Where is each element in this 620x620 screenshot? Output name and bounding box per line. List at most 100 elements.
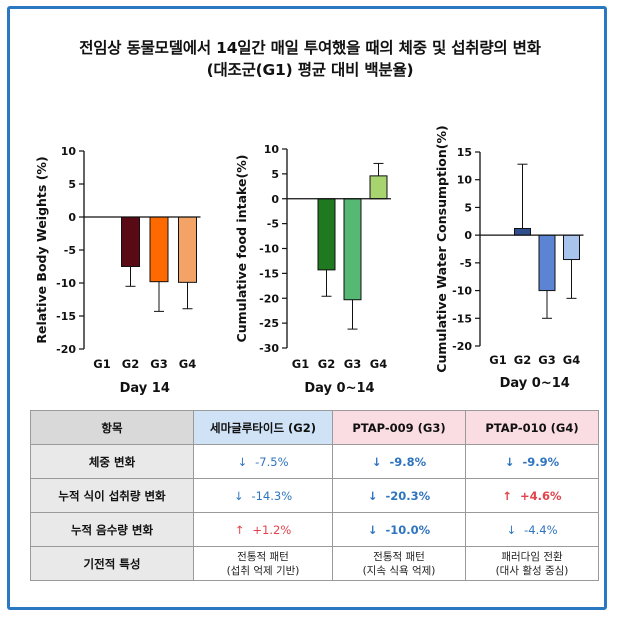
table-row: 체중 변화 ↓ -7.5% ↓ -9.8% ↓ -9.9% xyxy=(30,444,599,479)
chart1-ytick-label: -5 xyxy=(64,244,76,257)
chart3-ytick-label: 10 xyxy=(457,174,473,187)
chart1-category-label: G4 xyxy=(179,357,196,371)
chart2-category-label: G2 xyxy=(318,357,335,371)
chart1-bar-G4 xyxy=(178,216,197,283)
table-cell: 전통적 패턴 (섭취 억제 기반) xyxy=(193,546,333,581)
chart2-ytick-label: -10 xyxy=(259,243,279,256)
header-item: 항목 xyxy=(30,410,194,445)
chart2-ytick-label: 0 xyxy=(271,193,279,206)
table-cell: ↓ -20.3% xyxy=(332,478,466,513)
chart3-ytick-label: 15 xyxy=(457,146,472,159)
chart2-category-label: G3 xyxy=(344,357,361,371)
chart2-category-label: G4 xyxy=(370,357,387,371)
table-header-row: 항목 세마글루타이드 (G2) PTAP-009 (G3) PTAP-010 (… xyxy=(30,410,599,445)
cell-value: +4.6% xyxy=(520,488,562,503)
table-cell: ↓ -10.0% xyxy=(332,512,466,547)
table-cell: ↓ -9.8% xyxy=(332,444,466,479)
mechanism-line2: (대사 활성 중심) xyxy=(495,564,569,577)
cell-value: -10.0% xyxy=(385,522,431,537)
chart1-category-label: G2 xyxy=(122,357,139,371)
figure-subtitle: (대조군(G1) 평균 대비 백분율) xyxy=(206,61,414,79)
cell-value: -9.8% xyxy=(389,454,427,469)
chart1-category-label: G1 xyxy=(93,357,110,371)
row-label: 누적 식이 섭취량 변화 xyxy=(30,478,194,513)
cell-value: -9.9% xyxy=(522,454,560,469)
arrow-down-icon: ↓ xyxy=(237,454,248,469)
charts-area: 10 5 0 -5 -10 -15 -20 G1 G2 G3 G4 Relative Body Wei… xyxy=(34,125,584,396)
chart2-bar-G2 xyxy=(317,198,336,271)
chart3-category-label: G3 xyxy=(538,353,555,367)
cell-value: -7.5% xyxy=(255,454,289,469)
row-label: 체중 변화 xyxy=(30,444,194,479)
chart3-ytick-label: 0 xyxy=(464,229,472,242)
mechanism-line1: 패러다임 전환 xyxy=(501,550,563,563)
table-cell: ↑ +4.6% xyxy=(465,478,599,513)
chart1-bar-G2 xyxy=(121,216,140,267)
chart1-ytick-label: -15 xyxy=(56,310,76,323)
chart1-ytick-label: 10 xyxy=(61,145,77,158)
table-cell: ↑ +1.2% xyxy=(193,512,333,547)
mechanism-line2: (섭취 억제 기반) xyxy=(226,564,300,577)
chart1-ytick-label: -20 xyxy=(56,343,76,356)
arrow-down-icon: ↓ xyxy=(504,454,515,469)
chart3-bar-G4 xyxy=(563,234,580,261)
chart3-ytick-label: -15 xyxy=(452,312,472,325)
chart2-ytick-label: -5 xyxy=(267,218,279,231)
arrow-up-icon: ↑ xyxy=(502,488,513,503)
chart1-ytick-label: -10 xyxy=(56,277,76,290)
chart2-ytick-label: -20 xyxy=(259,292,279,305)
chart3-ytick-label: -10 xyxy=(452,285,472,298)
chart3-category-label: G1 xyxy=(489,353,506,367)
chart2-x-axis-label: Day 0~14 xyxy=(304,381,374,396)
chart2-ytick-label: -15 xyxy=(259,267,279,280)
arrow-up-icon: ↑ xyxy=(234,522,245,537)
arrow-down-icon: ↓ xyxy=(506,522,517,537)
chart1-category-label: G3 xyxy=(150,357,167,371)
chart2-ytick-label: -25 xyxy=(259,317,279,330)
mechanism-text: 패러다임 전환 (대사 활성 중심) xyxy=(470,550,594,578)
figure-title: 전임상 동물모델에서 14일간 매일 투여했을 때의 체중 및 섭취량의 변화 xyxy=(79,39,541,57)
table-cell: ↓ -7.5% xyxy=(193,444,333,479)
chart3-y-axis-label: Cumulative Water Consumption(%) xyxy=(434,125,449,372)
cell-value: -20.3% xyxy=(385,488,431,503)
chart2-ytick-label: -30 xyxy=(259,342,279,355)
table-row: 누적 식이 섭취량 변화 ↓ -14.3% ↓ -20.3% ↑ +4.6% xyxy=(30,478,599,513)
table-cell: 전통적 패턴 (지속 식욕 억제) xyxy=(332,546,466,581)
chart2-y-axis-label: Cumulative food intake(%) xyxy=(234,155,249,343)
chart2-bar-G3 xyxy=(343,198,362,301)
chart1-x-axis-label: Day 14 xyxy=(120,381,170,396)
chart3-bar-G3 xyxy=(538,234,556,292)
header-g3: PTAP-009 (G3) xyxy=(332,410,466,445)
chart1-ytick-label: 5 xyxy=(68,178,76,191)
chart1-bar-G3 xyxy=(149,216,169,283)
mechanism-line1: 전통적 패턴 xyxy=(237,550,289,563)
mechanism-text: 전통적 패턴 (지속 식욕 억제) xyxy=(337,550,461,578)
mechanism-line2: (지속 식욕 억제) xyxy=(362,564,436,577)
chart1-y-axis-label: Relative Body Weights (%) xyxy=(34,156,49,343)
arrow-down-icon: ↓ xyxy=(367,522,378,537)
chart1-ytick-label: 0 xyxy=(68,211,76,224)
comparison-table: 항목 세마글루타이드 (G2) PTAP-009 (G3) PTAP-010 (… xyxy=(30,410,599,581)
chart3-ytick-label: 5 xyxy=(464,201,472,214)
row-label: 누적 음수량 변화 xyxy=(30,512,194,547)
table-cell: 패러다임 전환 (대사 활성 중심) xyxy=(465,546,599,581)
chart3-x-axis-label: Day 0~14 xyxy=(500,376,570,391)
table-cell: ↓ -9.9% xyxy=(465,444,599,479)
table-cell: ↓ -4.4% xyxy=(465,512,599,547)
arrow-down-icon: ↓ xyxy=(371,454,382,469)
header-g2: 세마글루타이드 (G2) xyxy=(193,410,333,445)
arrow-down-icon: ↓ xyxy=(367,488,378,503)
chart3-ytick-label: -5 xyxy=(460,257,472,270)
chart3-bar-G2 xyxy=(514,227,531,236)
chart3-category-label: G4 xyxy=(563,353,580,367)
cell-value: -14.3% xyxy=(251,488,293,503)
chart2-category-label: G1 xyxy=(292,357,309,371)
mechanism-text: 전통적 패턴 (섭취 억제 기반) xyxy=(198,550,328,578)
chart3-category-label: G2 xyxy=(514,353,531,367)
table-row: 누적 음수량 변화 ↑ +1.2% ↓ -10.0% ↓ -4.4% xyxy=(30,512,599,547)
table-row-mechanism: 기전적 특성 전통적 패턴 (섭취 억제 기반) 전통적 패턴 (지속 식욕 억제) 패러… xyxy=(30,546,599,581)
table-cell: ↓ -14.3% xyxy=(193,478,333,513)
arrow-down-icon: ↓ xyxy=(233,488,244,503)
cell-value: -4.4% xyxy=(524,522,558,537)
chart2-bar-G4 xyxy=(369,175,388,200)
